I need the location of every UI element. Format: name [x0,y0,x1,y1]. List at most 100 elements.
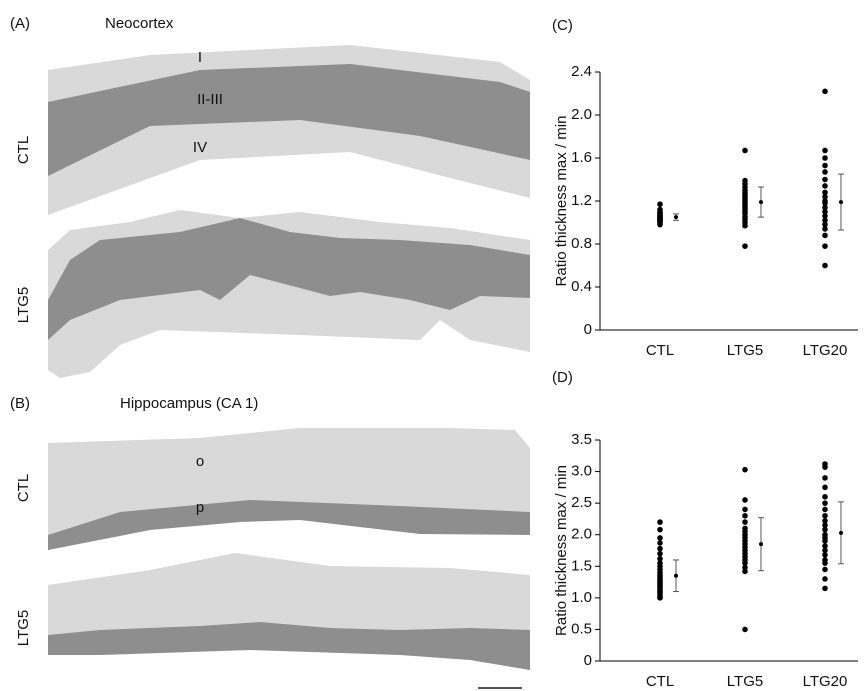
panel-label: (C) [552,17,573,34]
data-point [822,522,828,529]
layer-label: p [196,499,204,516]
y-tick-label: 0 [584,321,592,338]
data-point [822,262,828,269]
mean-marker [674,573,678,578]
y-tick-label: 3.0 [571,463,592,480]
data-point [822,155,828,161]
y-tick-label: 2.0 [571,106,592,123]
data-point [657,206,663,213]
data-point [657,550,663,557]
data-point [657,201,663,208]
data-point [822,208,828,215]
panel-label: (D) [552,369,573,386]
data-point [822,226,828,232]
data-point [822,183,828,189]
data-point [822,585,828,592]
layer-region [48,64,530,176]
y-tick-label: 0.5 [571,620,592,637]
data-point [822,526,828,533]
data-point [742,466,748,473]
y-axis-label: Ratio thickness max / min [553,465,570,636]
layer-label: o [196,453,204,470]
data-point [822,506,828,513]
data-point [742,147,748,154]
row-label: LTG5 [15,287,32,323]
panel-label: (A) [10,15,30,32]
layer-region [48,218,530,340]
mean-marker [674,215,678,220]
mean-marker [759,200,763,205]
y-tick-label: 1.2 [571,192,592,209]
layer-region [48,500,530,550]
data-point [742,497,748,503]
y-tick-label: 0 [584,652,592,669]
data-point [822,484,828,491]
data-point [822,176,828,183]
y-tick-label: 2.5 [571,494,592,511]
data-point [657,535,663,541]
layer-region [48,622,530,670]
y-tick-label: 1.0 [571,589,592,606]
data-point [822,518,828,524]
mean-marker [839,200,843,205]
layer-label: II-III [197,91,223,108]
x-tick-label: CTL [646,342,674,359]
data-point [822,243,828,249]
row-label: CTL [15,136,32,164]
row-label: CTL [15,474,32,502]
data-point [822,547,828,554]
panel-label: (B) [10,395,30,412]
layer-label: IV [193,139,207,156]
data-point [822,552,828,558]
data-point [822,88,828,95]
data-point [822,557,828,563]
data-point [822,169,828,175]
data-point [742,564,748,571]
data-point [822,500,828,506]
data-point [657,555,663,562]
data-point [822,543,828,549]
x-tick-label: LTG5 [727,673,763,690]
y-tick-label: 1.5 [571,557,592,574]
data-point [822,193,828,200]
data-point [822,576,828,582]
y-axis-label: Ratio thickness max / min [553,116,570,287]
data-point [657,545,663,552]
layer-label: I [198,49,202,66]
panel-title: Hippocampus (CA 1) [120,395,258,412]
x-tick-label: LTG5 [727,342,763,359]
data-point [822,221,828,228]
data-point [742,506,748,513]
y-tick-label: 1.6 [571,149,592,166]
y-tick-label: 2.4 [571,63,592,80]
data-point [742,177,748,184]
data-point [822,531,828,538]
data-point [822,147,828,154]
data-point [657,519,663,525]
mean-marker [839,530,843,535]
data-point [742,525,748,532]
data-point [822,162,828,169]
data-point [657,560,663,566]
data-point [742,626,748,633]
data-point [822,232,828,239]
data-point [822,475,828,481]
y-tick-label: 2.0 [571,526,592,543]
panel-title: Neocortex [105,15,174,32]
data-point [822,189,828,196]
data-point [822,217,828,224]
y-tick-label: 0.8 [571,235,592,252]
data-point [657,526,663,533]
data-point [742,512,748,519]
data-point [657,540,663,546]
data-point [822,204,828,211]
data-point [822,198,828,204]
data-point [822,512,828,519]
y-tick-label: 3.5 [571,431,592,448]
data-point [742,243,748,249]
row-label: LTG5 [15,610,32,646]
mean-marker [759,542,763,547]
y-tick-label: 0.4 [571,278,592,295]
x-tick-label: CTL [646,673,674,690]
